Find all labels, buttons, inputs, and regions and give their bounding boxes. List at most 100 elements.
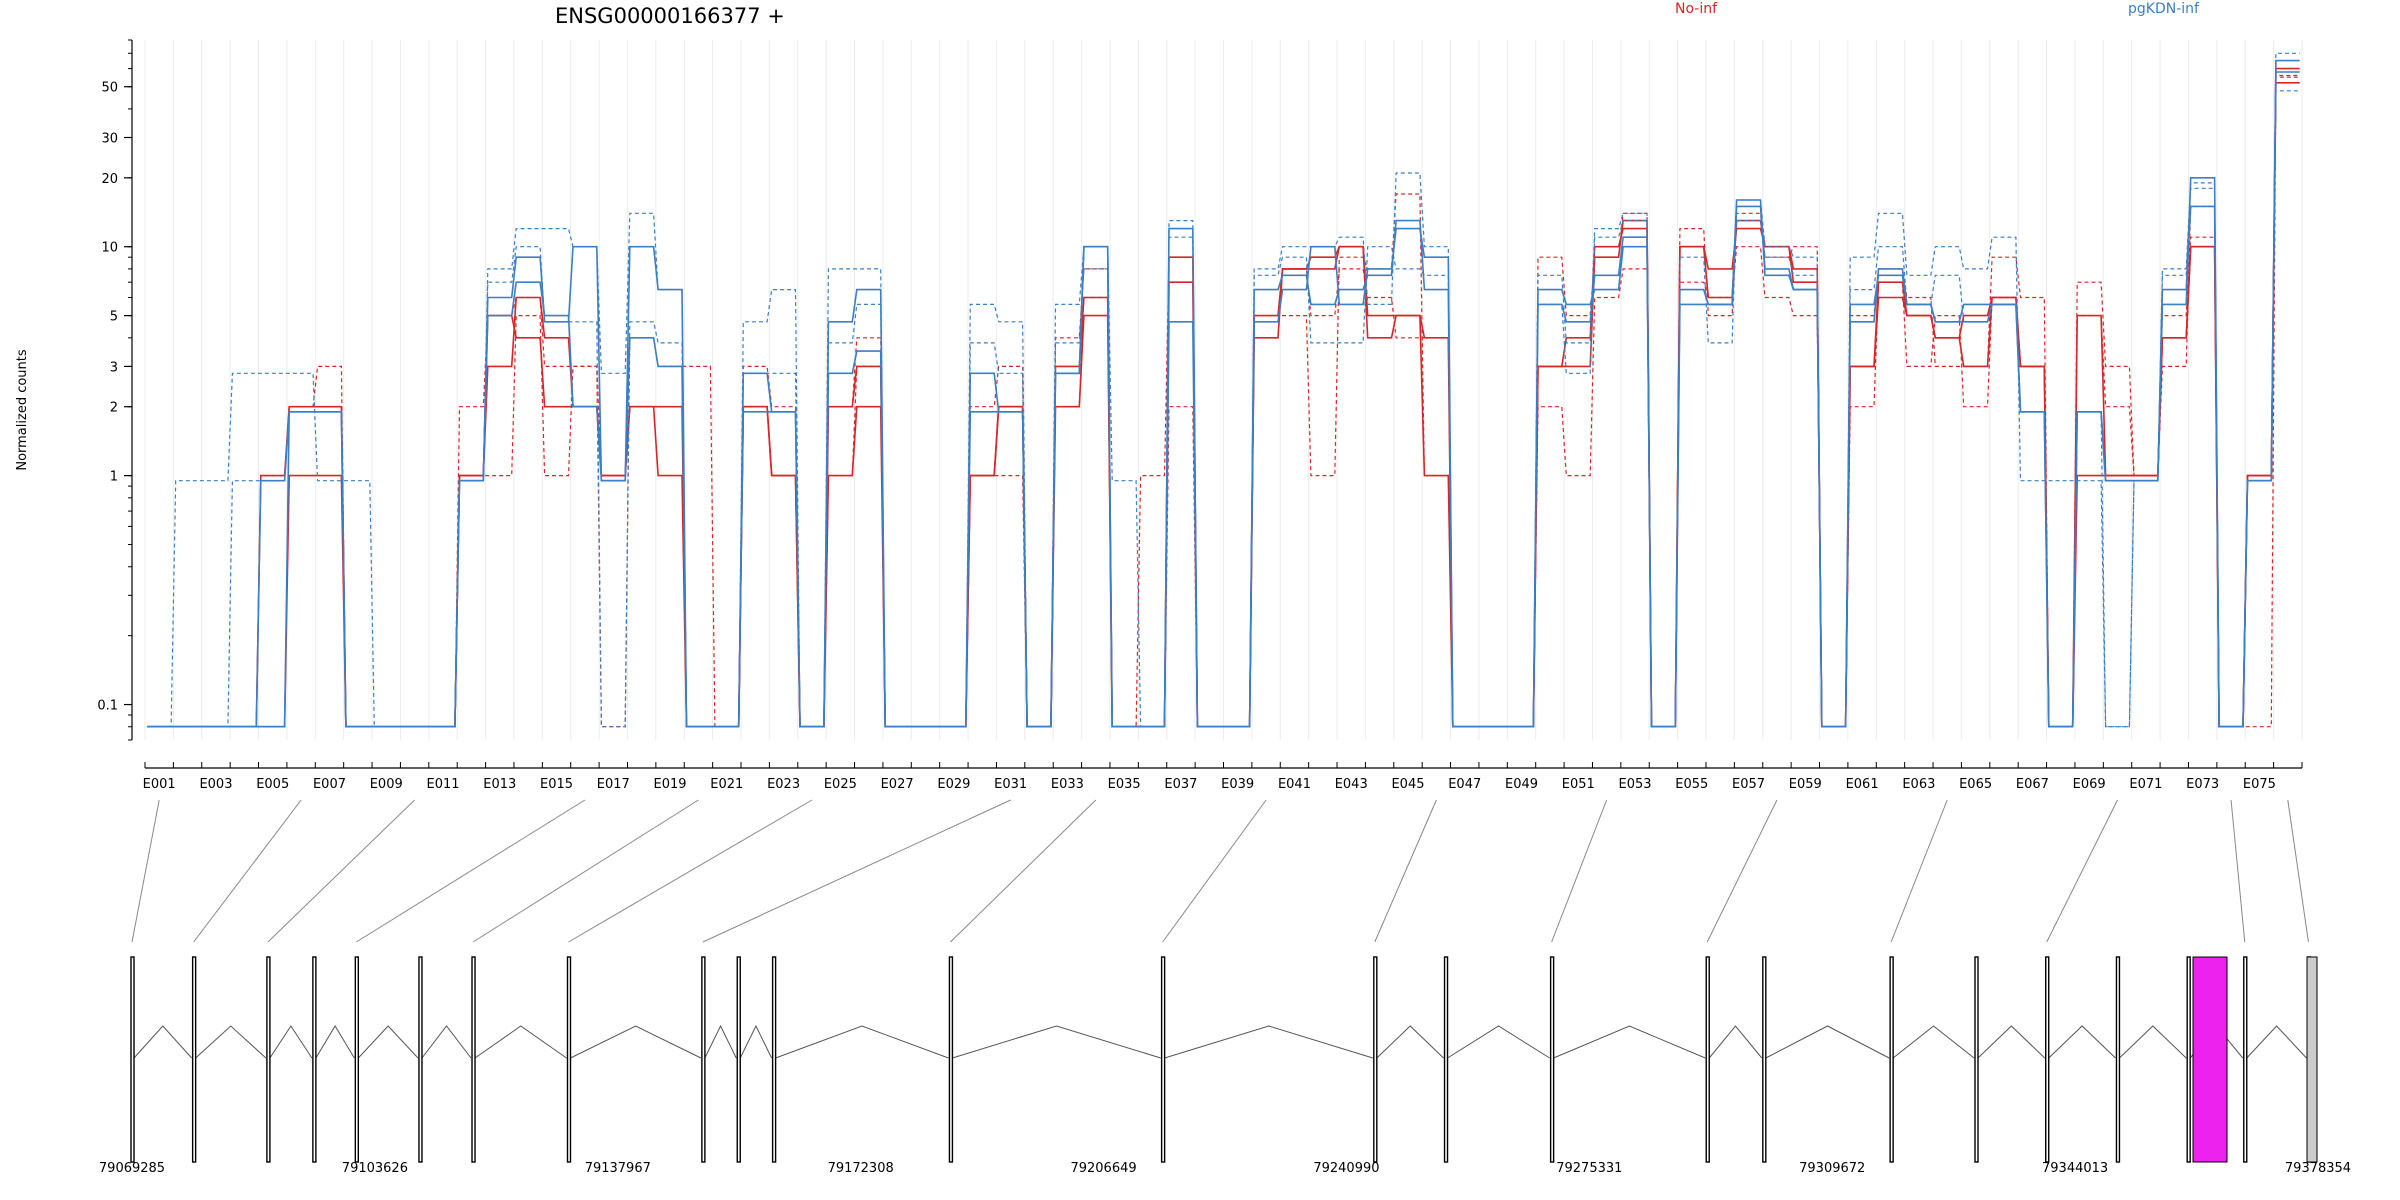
exon-link-line	[1374, 799, 1437, 943]
intron-line	[1553, 1025, 1706, 1059]
exon-tick-label: E045	[1391, 777, 1424, 792]
gridlines	[144, 40, 2303, 740]
exon-block	[1889, 956, 1894, 1163]
exon-tick-label: E015	[540, 777, 573, 792]
exon-block	[130, 956, 135, 1163]
exon-block	[191, 956, 197, 1163]
exon-tick-label: E009	[370, 777, 403, 792]
exon-link-line	[2046, 799, 2118, 943]
y-tick-label: 2	[110, 401, 118, 416]
exon-block	[2045, 956, 2050, 1163]
exon-block	[2186, 956, 2191, 1163]
exon-block-last	[2306, 956, 2318, 1163]
series-lines	[147, 52, 2300, 728]
y-tick-label: 0.1	[97, 699, 118, 714]
intron-line	[1708, 1025, 1763, 1059]
exon-tick-label: E055	[1675, 777, 1708, 792]
exon-tick-label: E061	[1846, 777, 1879, 792]
y-tick-label: 30	[101, 132, 118, 147]
exon-block	[771, 956, 777, 1163]
intron-line	[704, 1024, 737, 1059]
exon-block	[1443, 956, 1449, 1163]
genomic-coordinate-label: 79172308	[828, 1161, 894, 1176]
y-tick-label: 10	[101, 241, 118, 256]
intron-line	[357, 1025, 419, 1059]
exon-tick-label: E033	[1051, 777, 1084, 792]
genomic-coordinate-label: 79344013	[2042, 1161, 2108, 1176]
exon-block	[471, 956, 476, 1163]
exon-tick-label: E035	[1108, 777, 1141, 792]
intron-line	[269, 1025, 313, 1059]
genomic-coordinate-label: 79137967	[585, 1161, 651, 1176]
genomic-coordinate-label: 79103626	[342, 1161, 408, 1176]
exon-link-line	[2230, 799, 2246, 943]
y-tick-label: 1	[110, 470, 118, 485]
genomic-coordinate-label: 79378354	[2285, 1161, 2351, 1176]
exon-tick-label: E039	[1221, 777, 1254, 792]
y-axis: 0.1 1 2 3 5 10 20 30 50	[97, 39, 133, 741]
exon-link-line	[950, 799, 1097, 943]
exon-tick-label: E075	[2243, 777, 2276, 792]
genomic-coordinate-label: 79275331	[1556, 1161, 1622, 1176]
exon-tick-label: E031	[994, 777, 1027, 792]
y-axis-label-group: Normalized counts	[15, 349, 30, 471]
exon-tick-label: E049	[1505, 777, 1538, 792]
y-tick-label: 50	[101, 81, 118, 96]
exon-tick-label: E013	[483, 777, 516, 792]
exon-tick-label: E073	[2186, 777, 2219, 792]
exon-tick-label: E019	[654, 777, 687, 792]
exon-link-lines	[131, 799, 2309, 943]
genomic-coordinate-axis: 79069285 79103626 79137967 79172308 79206649…	[99, 1161, 2351, 1176]
intron-line	[1977, 1025, 2046, 1059]
legend-item: pgKDN-inf	[2128, 1, 2200, 17]
y-tick-label: 5	[110, 310, 118, 325]
exon-tick-label: E003	[199, 777, 232, 792]
exon-link-line	[2287, 799, 2309, 943]
exon-tick-label: E065	[1959, 777, 1992, 792]
intron-line	[2048, 1025, 2116, 1059]
intron-line	[1892, 1025, 1975, 1059]
exon-block	[566, 956, 572, 1163]
exon-block	[312, 956, 317, 1163]
genomic-coordinate-label: 79206649	[1070, 1161, 1136, 1176]
exon-tick-label: E057	[1732, 777, 1765, 792]
exon-block	[736, 956, 741, 1163]
intron-line	[952, 1025, 1161, 1059]
exon-tick-label: E041	[1278, 777, 1311, 792]
exon-block	[418, 956, 423, 1163]
exon-block	[1160, 956, 1166, 1163]
exon-link-line	[568, 799, 813, 943]
exon-block	[1974, 956, 1979, 1163]
exon-block	[354, 956, 360, 1163]
exon-axis: E001 E003 E005 E007 E009 E011 E013 E015 E017 E019…	[143, 762, 2303, 792]
exon-tick-label: E053	[1619, 777, 1652, 792]
exon-tick-label: E059	[1789, 777, 1822, 792]
exon-tick-label: E067	[2016, 777, 2049, 792]
legend: No-inf pgKDN-inf	[1675, 1, 2200, 17]
exon-block	[266, 956, 271, 1163]
exon-tick-label: E029	[937, 777, 970, 792]
exon-block	[948, 956, 954, 1163]
exon-block	[1373, 956, 1378, 1163]
exon-tick-label: E011	[426, 777, 459, 792]
exon-tick-label: E005	[256, 777, 289, 792]
exon-link-line	[702, 799, 1011, 943]
legend-item: No-inf	[1675, 1, 1718, 17]
exon-block	[1762, 956, 1767, 1163]
exon-tick-label: E051	[1562, 777, 1595, 792]
series-line	[147, 71, 2300, 728]
exon-tick-label: E047	[1448, 777, 1481, 792]
genomic-coordinate-label: 79309672	[1799, 1161, 1865, 1176]
exon-tick-label: E063	[1902, 777, 1935, 792]
exon-link-line	[1162, 799, 1267, 943]
exon-tick-label: E017	[597, 777, 630, 792]
genomic-coordinate-label: 79069285	[99, 1161, 165, 1176]
y-tick-label: 20	[101, 172, 118, 187]
intron-line	[1447, 1025, 1550, 1059]
exon-link-line	[1551, 799, 1608, 943]
intron-line	[739, 1024, 773, 1059]
exon-tick-label: E069	[2073, 777, 2106, 792]
series-line	[147, 76, 2300, 728]
exon-block	[1549, 956, 1555, 1163]
